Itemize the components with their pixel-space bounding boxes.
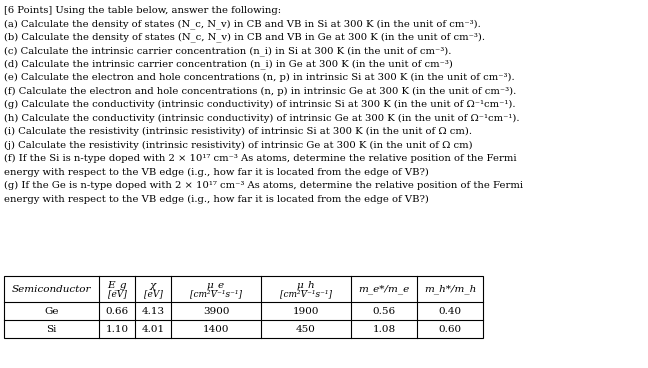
Text: (j) Calculate the resistivity (intrinsic resistivity) of intrinsic Ge at 300 K (: (j) Calculate the resistivity (intrinsic…	[4, 141, 472, 150]
Text: (b) Calculate the density of states (N_c, N_v) in CB and VB in Ge at 300 K (in t: (b) Calculate the density of states (N_c…	[4, 32, 485, 42]
Text: m_e*/m_e: m_e*/m_e	[358, 284, 410, 294]
Text: (g) If the Ge is n-type doped with 2 × 10¹⁷ cm⁻³ As atoms, determine the relativ: (g) If the Ge is n-type doped with 2 × 1…	[4, 181, 523, 190]
Text: (h) Calculate the conductivity (intrinsic conductivity) of intrinsic Ge at 300 K: (h) Calculate the conductivity (intrinsi…	[4, 113, 520, 123]
Text: Si: Si	[46, 325, 56, 333]
Text: (f) Calculate the electron and hole concentrations (n, p) in intrinsic Ge at 300: (f) Calculate the electron and hole conc…	[4, 86, 516, 96]
Text: 4.13: 4.13	[141, 307, 165, 315]
Text: χ: χ	[150, 280, 156, 290]
Text: (i) Calculate the resistivity (intrinsic resistivity) of intrinsic Si at 300 K (: (i) Calculate the resistivity (intrinsic…	[4, 127, 472, 136]
Text: energy with respect to the VB edge (i.g., how far it is located from the edge of: energy with respect to the VB edge (i.g.…	[4, 195, 429, 204]
Text: [6 Points] Using the table below, answer the following:: [6 Points] Using the table below, answer…	[4, 6, 281, 15]
Text: (g) Calculate the conductivity (intrinsic conductivity) of intrinsic Si at 300 K: (g) Calculate the conductivity (intrinsi…	[4, 100, 516, 109]
Text: 4.01: 4.01	[141, 325, 165, 333]
Text: 1.10: 1.10	[106, 325, 128, 333]
Text: (c) Calculate the intrinsic carrier concentration (n_i) in Si at 300 K (in the u: (c) Calculate the intrinsic carrier conc…	[4, 46, 452, 56]
Text: 0.40: 0.40	[439, 307, 461, 315]
Text: E_g: E_g	[108, 280, 127, 290]
Text: 0.66: 0.66	[106, 307, 128, 315]
Text: 1400: 1400	[203, 325, 229, 333]
Text: (d) Calculate the intrinsic carrier concentration (n_i) in Ge at 300 K (in the u: (d) Calculate the intrinsic carrier conc…	[4, 60, 453, 69]
Text: [eV]: [eV]	[144, 290, 163, 298]
Text: m_h*/m_h: m_h*/m_h	[424, 284, 476, 294]
Text: μ_h: μ_h	[297, 280, 316, 290]
Text: 0.60: 0.60	[439, 325, 461, 333]
Text: [eV]: [eV]	[108, 290, 126, 298]
Text: 450: 450	[296, 325, 316, 333]
Text: 1.08: 1.08	[373, 325, 395, 333]
Text: [cm²V⁻¹s⁻¹]: [cm²V⁻¹s⁻¹]	[190, 290, 242, 298]
Text: energy with respect to the VB edge (i.g., how far it is located from the edge of: energy with respect to the VB edge (i.g.…	[4, 167, 429, 177]
Text: μ_e: μ_e	[207, 280, 225, 290]
Text: 1900: 1900	[293, 307, 319, 315]
Text: 3900: 3900	[203, 307, 229, 315]
Text: Semiconductor: Semiconductor	[12, 284, 91, 294]
Text: 0.56: 0.56	[373, 307, 395, 315]
Text: (f) If the Si is n-type doped with 2 × 10¹⁷ cm⁻³ As atoms, determine the relativ: (f) If the Si is n-type doped with 2 × 1…	[4, 154, 516, 163]
Text: (e) Calculate the electron and hole concentrations (n, p) in intrinsic Si at 300: (e) Calculate the electron and hole conc…	[4, 73, 515, 82]
Bar	[4, 276, 483, 338]
Text: Ge: Ge	[44, 307, 59, 315]
Text: (a) Calculate the density of states (N_c, N_v) in CB and VB in Si at 300 K (in t: (a) Calculate the density of states (N_c…	[4, 19, 481, 29]
Text: [cm²V⁻¹s⁻¹]: [cm²V⁻¹s⁻¹]	[280, 290, 332, 298]
